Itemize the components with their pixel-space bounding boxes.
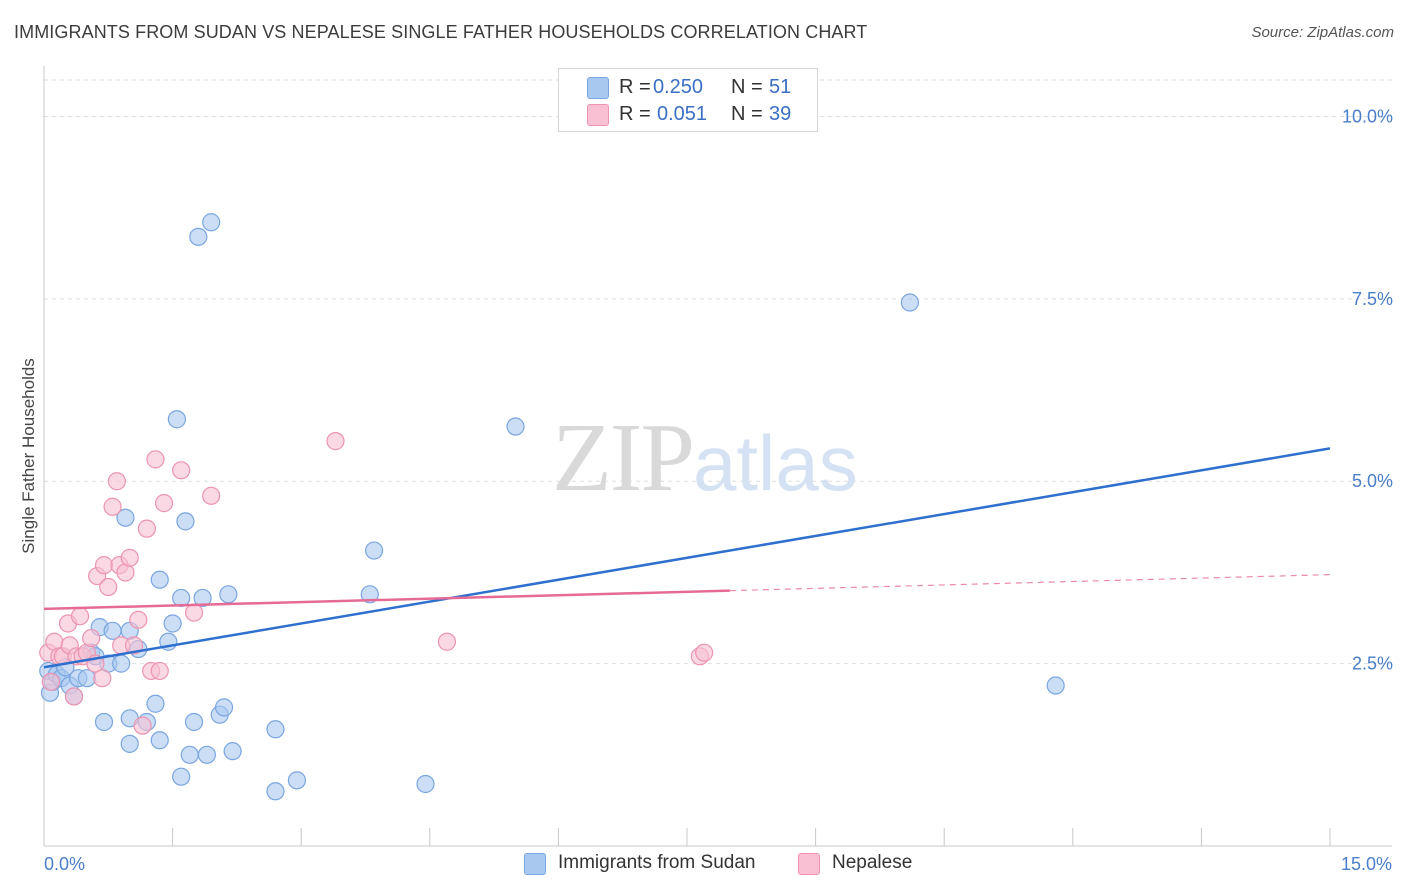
data-point-nepalese bbox=[146, 450, 165, 469]
data-point-sudan bbox=[266, 782, 285, 801]
data-point-nepalese bbox=[184, 603, 204, 622]
data-point-nepalese bbox=[107, 472, 126, 491]
data-point-sudan bbox=[360, 585, 379, 604]
data-point-nepalese bbox=[103, 497, 122, 516]
data-point-sudan bbox=[223, 742, 242, 761]
data-point-sudan bbox=[94, 712, 114, 732]
data-point-sudan bbox=[219, 585, 238, 604]
trend-line-nepalese-extension bbox=[729, 574, 1331, 592]
data-point-sudan bbox=[167, 410, 186, 429]
data-point-nepalese bbox=[124, 636, 144, 655]
data-point-sudan bbox=[112, 654, 131, 673]
data-point-nepalese bbox=[70, 607, 90, 626]
data-point-nepalese bbox=[326, 432, 345, 451]
bottom-legend-swatch-sudan bbox=[524, 853, 546, 875]
data-point-sudan bbox=[146, 694, 165, 713]
data-point-nepalese bbox=[150, 661, 169, 681]
data-point-nepalese bbox=[82, 628, 101, 648]
data-point-nepalese bbox=[202, 486, 221, 505]
data-point-sudan bbox=[189, 227, 208, 246]
data-point-sudan bbox=[193, 588, 212, 608]
data-point-sudan bbox=[1046, 676, 1065, 695]
trend-lines bbox=[43, 447, 1331, 669]
data-point-sudan bbox=[266, 720, 285, 739]
x-tick-labels: 0.0% 15.0% bbox=[44, 854, 1392, 874]
data-point-sudan bbox=[150, 731, 169, 750]
trend-line-sudan bbox=[43, 447, 1331, 669]
watermark: ZIPatlas bbox=[552, 400, 858, 514]
data-point-sudan bbox=[176, 512, 195, 531]
x-tick-marks bbox=[172, 828, 1331, 846]
legend-r-value: 0.250 bbox=[653, 76, 704, 98]
legend-n-value: 51 bbox=[769, 76, 792, 98]
data-point-nepalese bbox=[137, 519, 156, 538]
data-point-sudan bbox=[180, 745, 199, 764]
data-point-nepalese bbox=[129, 610, 148, 629]
data-point-sudan bbox=[416, 774, 435, 794]
source-label: Source: ZipAtlas.com bbox=[1251, 24, 1394, 41]
data-point-nepalese bbox=[93, 669, 112, 688]
data-point-sudan bbox=[364, 541, 384, 560]
data-point-sudan bbox=[197, 745, 216, 764]
data-point-sudan bbox=[172, 767, 191, 786]
data-point-sudan bbox=[150, 570, 169, 589]
x-tick-label: 15.0% bbox=[1341, 854, 1392, 874]
legend-swatch-sudan bbox=[587, 77, 609, 99]
data-point-nepalese bbox=[64, 687, 84, 706]
data-points bbox=[39, 213, 1065, 801]
data-point-sudan bbox=[900, 293, 920, 312]
grid-lines bbox=[44, 79, 1392, 665]
correlation-legend: R = 0.250 N = 51 R = 0.051 N = 39 bbox=[558, 68, 818, 132]
x-tick-label: 0.0% bbox=[44, 854, 85, 874]
trend-line-nepalese bbox=[43, 589, 730, 611]
data-point-sudan bbox=[202, 213, 221, 232]
data-point-sudan bbox=[184, 712, 204, 732]
legend-r-label: R = bbox=[619, 76, 651, 98]
data-point-sudan bbox=[287, 771, 307, 790]
bottom-legend-label-sudan: Immigrants from Sudan bbox=[558, 852, 756, 873]
data-point-sudan bbox=[120, 734, 139, 753]
legend-r-label: R = bbox=[619, 103, 651, 125]
bottom-legend-swatch-nepalese bbox=[798, 853, 820, 875]
data-point-sudan bbox=[163, 614, 182, 633]
data-point-nepalese bbox=[437, 632, 457, 651]
watermark-zip: ZIP bbox=[552, 404, 695, 512]
data-point-nepalese bbox=[695, 643, 714, 662]
data-point-sudan bbox=[116, 508, 135, 527]
data-point-nepalese bbox=[41, 672, 60, 691]
data-point-nepalese bbox=[99, 577, 118, 597]
y-tick-label: 10.0% bbox=[1342, 106, 1393, 126]
legend-swatch-nepalese bbox=[587, 104, 609, 126]
legend-n-label: N = bbox=[731, 76, 763, 98]
legend-n-value: 39 bbox=[769, 103, 792, 125]
data-point-nepalese bbox=[172, 461, 191, 480]
bottom-legend-label-nepalese: Nepalese bbox=[832, 852, 913, 873]
legend-r-value: 0.051 bbox=[657, 103, 708, 125]
y-tick-labels: 2.5% 5.0% 7.5% 10.0% bbox=[1342, 106, 1393, 673]
y-axis-label: Single Father Households bbox=[19, 358, 38, 554]
data-point-nepalese bbox=[133, 716, 152, 735]
y-tick-label: 2.5% bbox=[1352, 654, 1393, 674]
data-point-sudan bbox=[506, 417, 525, 436]
chart-title: IMMIGRANTS FROM SUDAN VS NEPALESE SINGLE… bbox=[14, 22, 868, 42]
watermark-atlas: atlas bbox=[693, 419, 858, 507]
data-point-nepalese bbox=[120, 548, 139, 567]
data-point-nepalese bbox=[94, 556, 114, 575]
data-point-nepalese bbox=[154, 494, 174, 513]
data-point-sudan bbox=[214, 698, 234, 717]
y-tick-label: 5.0% bbox=[1352, 471, 1393, 491]
y-tick-label: 7.5% bbox=[1352, 289, 1393, 309]
legend-n-label: N = bbox=[731, 103, 763, 125]
